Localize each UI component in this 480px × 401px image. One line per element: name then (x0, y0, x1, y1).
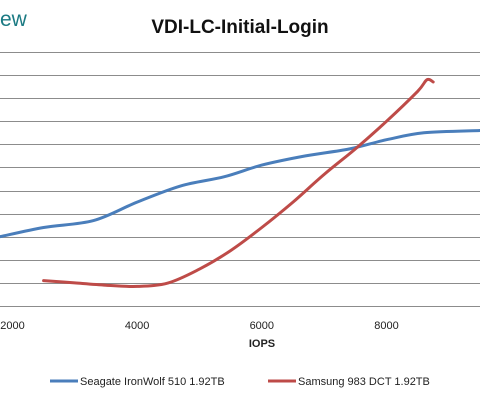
x-tick-label: 6000 (250, 320, 274, 332)
x-tick-label: 4000 (125, 320, 149, 332)
series-line-1 (0, 129, 480, 239)
legend-label: Samsung 983 DCT 1.92TB (298, 376, 430, 388)
x-axis-ticks: 2000 4000 6000 8000 (0, 320, 399, 332)
legend: Seagate IronWolf 510 1.92TB Samsung 983 D… (50, 376, 430, 388)
chart-title: VDI-LC-Initial-Login (151, 17, 328, 38)
x-tick-label: 2000 (0, 320, 24, 332)
plot-area (0, 77, 480, 288)
x-axis-title: IOPS (249, 338, 275, 350)
brand-logo-text: ew (0, 8, 28, 31)
gridlines (0, 52, 480, 307)
series-line-2 (42, 77, 435, 288)
legend-label: Seagate IronWolf 510 1.92TB (80, 376, 225, 388)
x-tick-label: 8000 (374, 320, 398, 332)
